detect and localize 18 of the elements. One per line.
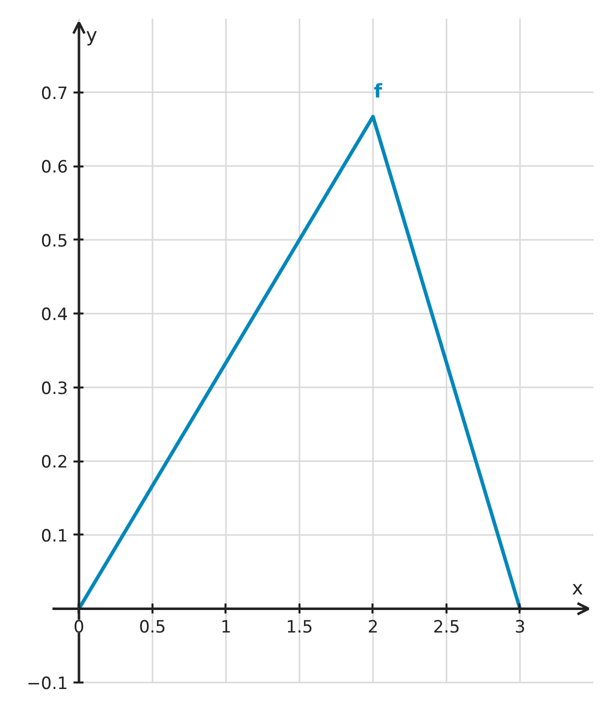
- y-tick-label: −0.1: [26, 674, 68, 694]
- y-tick-label: 0.7: [40, 84, 68, 104]
- x-tick-label: 0.5: [138, 618, 166, 638]
- x-tick-label: 3: [514, 618, 526, 638]
- x-tick-label: 2: [368, 618, 378, 638]
- x-tick-label: 0: [74, 618, 84, 638]
- series-label: f: [374, 80, 383, 103]
- y-tick-label: 0.3: [40, 378, 68, 399]
- x-tick-label: 1.5: [286, 618, 314, 638]
- x-tick-label: 1: [220, 618, 232, 638]
- y-tick-label: 0.1: [40, 526, 68, 546]
- y-axis-title: y: [86, 24, 98, 46]
- y-tick-label: 0.6: [40, 158, 68, 178]
- x-tick-label: 2.5: [432, 618, 460, 638]
- x-axis-title: x: [572, 578, 584, 600]
- y-tick-label: 0.4: [40, 305, 68, 326]
- y-tick-label: 0.5: [40, 231, 68, 252]
- y-tick-label: 0.2: [40, 452, 68, 473]
